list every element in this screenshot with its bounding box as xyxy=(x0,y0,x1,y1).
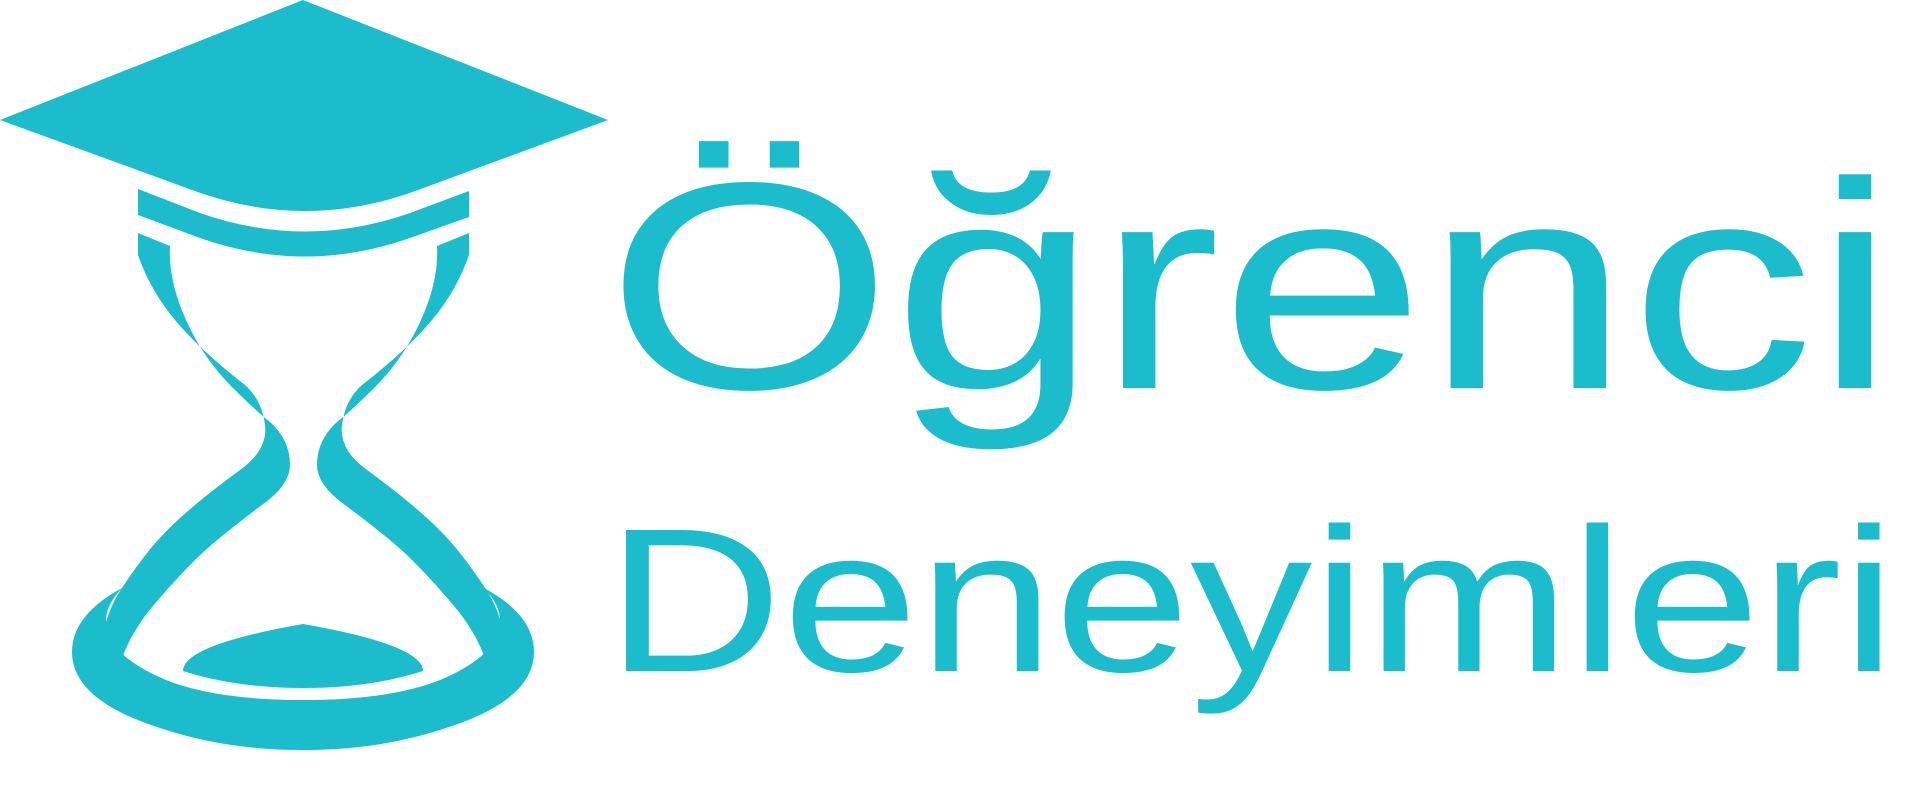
brand-name-line1: Öğrenci xyxy=(606,121,1896,453)
sand-pile xyxy=(183,624,423,688)
hourglass-left xyxy=(100,233,290,667)
brand-name-line2: Deneyimleri xyxy=(606,486,1896,715)
hourglass-right xyxy=(317,233,507,667)
graduation-cap-hourglass-icon xyxy=(0,0,608,750)
mortarboard-icon xyxy=(0,0,608,211)
hourglass-base xyxy=(72,588,534,750)
cap-band xyxy=(138,189,469,257)
